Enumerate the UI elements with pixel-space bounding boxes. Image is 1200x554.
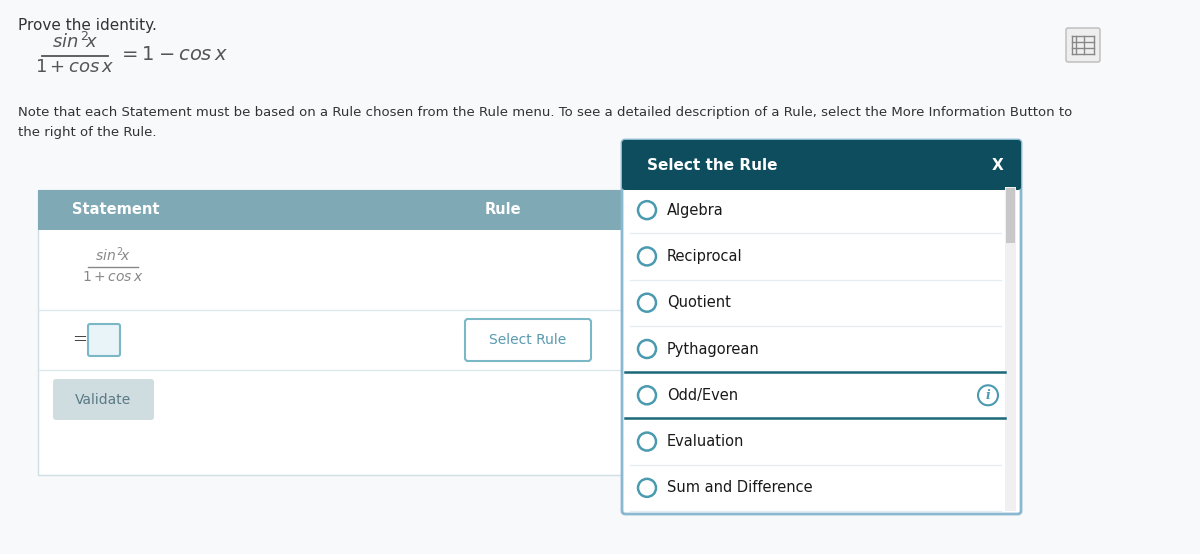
Text: =: =: [72, 331, 88, 349]
Text: i: i: [985, 389, 990, 402]
Text: Quotient: Quotient: [667, 295, 731, 310]
Circle shape: [638, 433, 656, 450]
Text: Select the Rule: Select the Rule: [647, 157, 778, 172]
Text: Evaluation: Evaluation: [667, 434, 744, 449]
Circle shape: [978, 385, 998, 406]
Text: X: X: [992, 157, 1004, 172]
Text: Statement: Statement: [72, 203, 160, 218]
Text: $1 + \mathregular{cos}\,x$: $1 + \mathregular{cos}\,x$: [82, 270, 144, 284]
Bar: [38, 190, 628, 475]
Circle shape: [638, 386, 656, 404]
FancyBboxPatch shape: [466, 319, 592, 361]
Text: $\mathregular{sin}^{\,2}\!x$: $\mathregular{sin}^{\,2}\!x$: [52, 32, 98, 52]
Text: Select Rule: Select Rule: [490, 333, 566, 347]
Bar: [1006, 188, 1015, 243]
Bar: [625, 372, 1006, 418]
FancyBboxPatch shape: [1066, 28, 1100, 62]
Text: $1 + \mathregular{cos}\,x$: $1 + \mathregular{cos}\,x$: [35, 58, 115, 76]
Text: Note that each Statement must be based on a Rule chosen from the Rule menu. To s: Note that each Statement must be based o…: [18, 106, 1073, 139]
Text: Odd/Even: Odd/Even: [667, 388, 738, 403]
Text: $= 1 - \mathregular{cos}\,x$: $= 1 - \mathregular{cos}\,x$: [118, 45, 228, 64]
Circle shape: [638, 248, 656, 265]
FancyBboxPatch shape: [622, 140, 1021, 190]
Text: $\mathregular{sin}^{\,2}\!x$: $\mathregular{sin}^{\,2}\!x$: [95, 245, 131, 264]
Text: Prove the identity.: Prove the identity.: [18, 18, 157, 33]
Bar: [625, 179, 1018, 187]
Bar: [625, 143, 1018, 187]
FancyBboxPatch shape: [622, 140, 1021, 514]
FancyBboxPatch shape: [88, 324, 120, 356]
Circle shape: [638, 340, 656, 358]
Text: Reciprocal: Reciprocal: [667, 249, 743, 264]
Text: Pythagorean: Pythagorean: [667, 341, 760, 357]
Text: Sum and Difference: Sum and Difference: [667, 480, 812, 495]
Bar: [1006, 187, 1016, 511]
Text: Algebra: Algebra: [667, 203, 724, 218]
Circle shape: [638, 201, 656, 219]
Circle shape: [638, 479, 656, 497]
Text: Rule: Rule: [485, 203, 521, 218]
Bar: [38, 190, 628, 230]
FancyBboxPatch shape: [53, 379, 154, 420]
Text: Validate: Validate: [76, 392, 132, 407]
Circle shape: [638, 294, 656, 312]
